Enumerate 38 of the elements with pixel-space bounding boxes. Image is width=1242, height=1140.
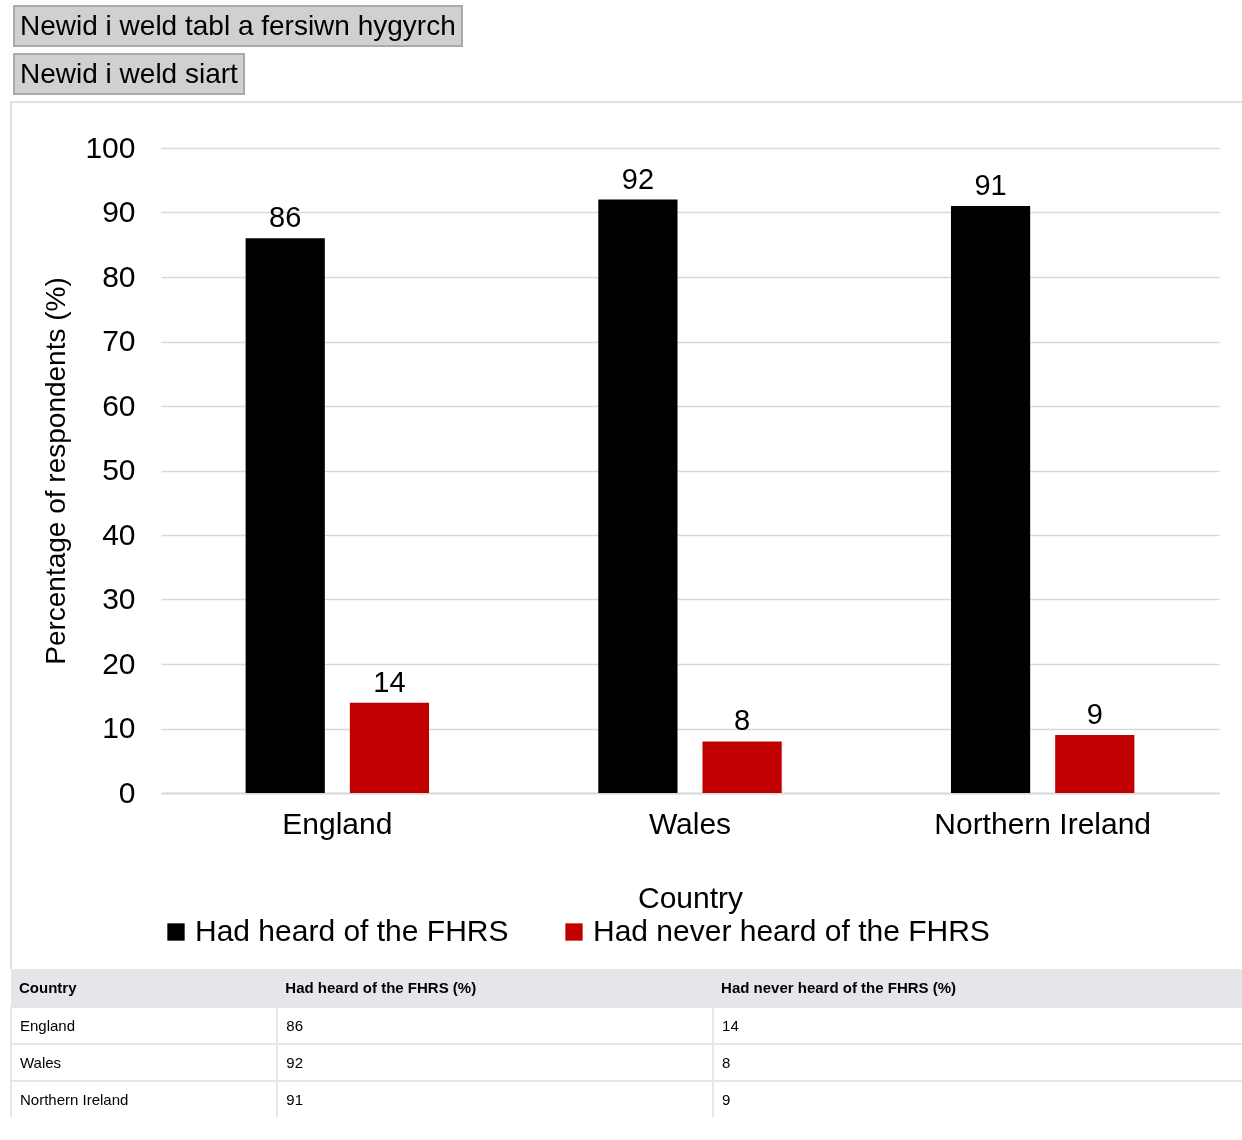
data-label: 9 bbox=[1086, 697, 1103, 730]
y-tick-label: 60 bbox=[102, 388, 136, 422]
text: 86 bbox=[286, 1017, 303, 1034]
x-tick-label: England bbox=[282, 806, 393, 840]
data-label: 92 bbox=[621, 162, 655, 195]
y-tick-label: 0 bbox=[118, 775, 136, 809]
text: Newid i weld siart bbox=[13, 53, 245, 95]
text: 91 bbox=[286, 1091, 303, 1108]
data-label: 14 bbox=[373, 665, 406, 698]
category-label: Wales bbox=[20, 1054, 62, 1071]
category-label: England bbox=[20, 1017, 76, 1034]
y-tick-label: 30 bbox=[102, 582, 136, 615]
text: Had never heard of the FHRS (%) bbox=[713, 969, 1242, 1007]
y-tick-label: 70 bbox=[102, 324, 136, 357]
text: 8 bbox=[722, 1054, 731, 1071]
data-label: 91 bbox=[974, 169, 1007, 202]
y-axis-title: Percentage of respondents (%) bbox=[40, 277, 72, 665]
x-tick-label: Wales bbox=[648, 806, 732, 840]
y-tick-label: 80 bbox=[102, 259, 136, 293]
legend-label: Had never heard of the FHRS bbox=[593, 914, 990, 947]
text: Had heard of the FHRS (%) bbox=[277, 969, 714, 1007]
text: Newid i weld tabl a fersiwn hygyrch bbox=[13, 5, 463, 47]
y-tick-label: 40 bbox=[102, 517, 136, 551]
text: 9 bbox=[722, 1091, 731, 1108]
text: 92 bbox=[286, 1054, 303, 1071]
x-tick-label: Northern Ireland bbox=[934, 806, 1152, 840]
y-tick-label: 100 bbox=[85, 130, 136, 164]
y-tick-label: 10 bbox=[102, 711, 136, 744]
category-label: Northern Ireland bbox=[20, 1091, 129, 1108]
data-label: 86 bbox=[269, 201, 302, 234]
data-label: 8 bbox=[734, 704, 751, 737]
y-tick-label: 90 bbox=[102, 195, 136, 228]
text: 14 bbox=[722, 1017, 739, 1034]
y-tick-label: 20 bbox=[102, 646, 136, 680]
y-tick-label: 50 bbox=[102, 453, 136, 486]
text: Country bbox=[19, 979, 77, 996]
legend-label: Had heard of the FHRS bbox=[195, 914, 509, 947]
x-axis-title: Country bbox=[637, 880, 744, 914]
